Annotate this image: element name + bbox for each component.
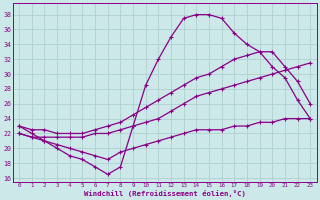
X-axis label: Windchill (Refroidissement éolien,°C): Windchill (Refroidissement éolien,°C) [84,190,246,197]
